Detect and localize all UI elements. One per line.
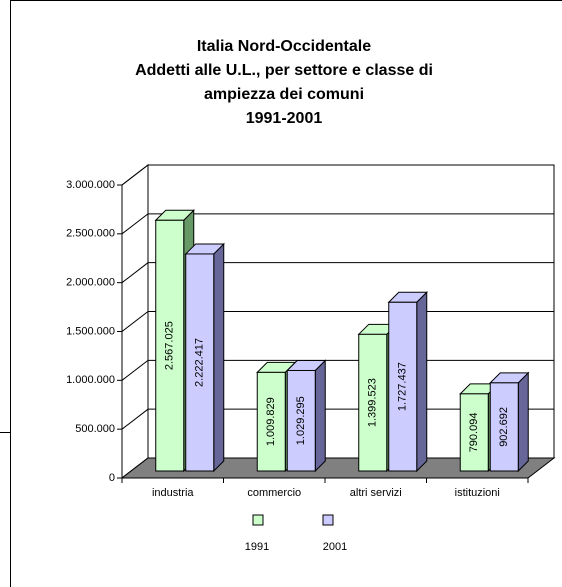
y-tick-label: 2.500.000 [66,228,115,240]
x-tick-label: industria [152,487,194,499]
chart-title: Italia Nord-Occidentale [197,38,371,55]
bar-front [256,371,286,472]
value-label: 1.399.523 [367,378,379,427]
bar-side [517,371,529,473]
floor [120,457,556,479]
bar [184,242,225,473]
value-label: 1.029.295 [295,396,307,445]
value-label: 2.567.025 [164,321,176,370]
chart-title: Addetti alle U.L., per settore e classe … [135,62,433,79]
x-tick-label: commercio [247,487,301,499]
y-tick-label: 2.000.000 [66,277,115,289]
grid-line [121,213,554,235]
chart-title: ampiezza dei comuni [204,86,364,103]
y-tick-label: 0 [109,472,115,484]
bar-front [388,301,418,472]
bar-side [213,242,225,473]
legend-swatch [252,514,264,526]
bar [387,291,428,473]
bar-front [358,333,388,472]
bar-side [416,291,428,473]
value-label: 790.094 [468,413,480,453]
y-tick-label: 3.000.000 [66,179,115,191]
value-label: 2.222.417 [194,338,206,387]
legend-label: 1991 [245,541,269,553]
y-tick-label: 1.500.000 [66,325,115,337]
value-label: 902.692 [498,407,510,447]
value-label: 1.009.829 [265,397,277,446]
chart-title: 1991-2001 [246,110,323,127]
value-label: 1.727.437 [397,362,409,411]
bar [489,371,530,473]
bar-front [489,382,519,472]
bar-front [459,393,489,472]
x-tick-label: istituzioni [455,487,500,499]
y-tick-label: 1.000.000 [66,374,115,386]
x-tick-label: altri servizi [350,487,402,499]
bar-front [286,369,316,472]
grid-line [121,164,554,186]
legend-swatch [322,514,334,526]
bar [286,359,327,473]
grid-line [121,262,554,284]
y-tick-label: 500.000 [75,423,115,435]
bar-side [314,359,326,473]
bar-front [155,219,185,472]
bar-front [185,253,215,472]
legend-label: 2001 [323,541,347,553]
